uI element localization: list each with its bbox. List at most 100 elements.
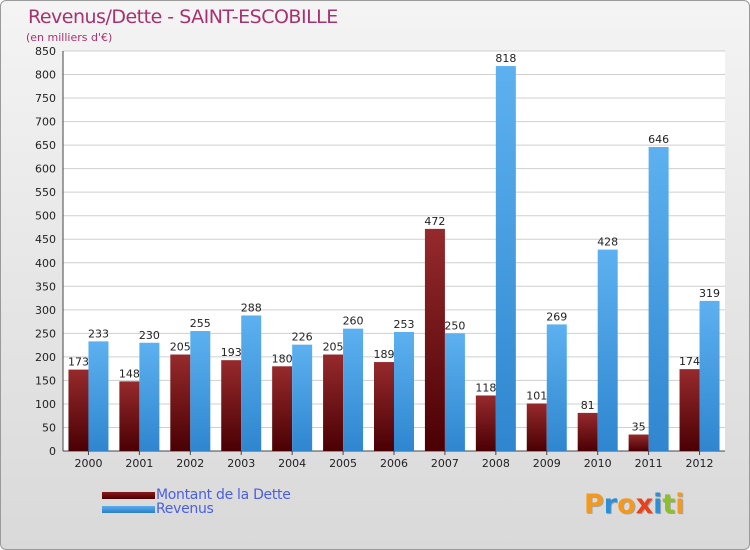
bar-debt bbox=[170, 354, 191, 451]
bar-debt bbox=[272, 366, 293, 451]
logo-letter: o bbox=[617, 489, 636, 520]
data-label-revenue: 253 bbox=[394, 318, 415, 331]
y-tick-label: 400 bbox=[35, 257, 56, 270]
bar-revenue bbox=[444, 333, 465, 451]
y-tick-label: 750 bbox=[35, 92, 56, 105]
y-tick-label: 0 bbox=[49, 445, 56, 458]
bar-debt bbox=[526, 403, 547, 451]
bar-debt bbox=[323, 354, 344, 451]
y-tick-label: 100 bbox=[35, 398, 56, 411]
data-label-debt: 205 bbox=[170, 341, 191, 354]
data-label-debt: 35 bbox=[632, 421, 646, 434]
data-label-revenue: 230 bbox=[139, 329, 160, 342]
y-tick-label: 350 bbox=[35, 280, 56, 293]
y-tick-label: 300 bbox=[35, 304, 56, 317]
data-label-revenue: 260 bbox=[343, 315, 364, 328]
bar-revenue bbox=[546, 324, 567, 451]
chart-title: Revenus/Dette - SAINT-ESCOBILLE bbox=[28, 6, 338, 28]
bar-revenue bbox=[495, 66, 516, 451]
data-label-revenue: 428 bbox=[597, 236, 618, 249]
y-tick-label: 800 bbox=[35, 69, 56, 82]
x-tick-label: 2001 bbox=[125, 457, 153, 470]
legend-item-debt: Montant de la Dette bbox=[102, 487, 291, 503]
bar-debt bbox=[577, 412, 598, 451]
data-label-debt: 173 bbox=[68, 356, 89, 369]
y-tick-label: 650 bbox=[35, 139, 56, 152]
data-label-debt: 189 bbox=[374, 348, 395, 361]
y-tick-label: 150 bbox=[35, 374, 56, 387]
bar-debt bbox=[679, 369, 700, 451]
data-label-revenue: 255 bbox=[190, 317, 211, 330]
bar-revenue bbox=[88, 341, 109, 451]
bar-debt bbox=[68, 369, 89, 451]
legend-label-debt: Montant de la Dette bbox=[156, 487, 291, 503]
data-label-debt: 193 bbox=[221, 346, 242, 359]
legend-swatch-debt bbox=[102, 491, 155, 499]
y-tick-label: 600 bbox=[35, 163, 56, 176]
data-label-revenue: 250 bbox=[444, 319, 465, 332]
data-label-debt: 101 bbox=[526, 389, 547, 402]
bar-debt bbox=[628, 434, 649, 451]
logo-letter: i bbox=[653, 489, 663, 520]
y-tick-label: 550 bbox=[35, 186, 56, 199]
bar-revenue bbox=[699, 300, 720, 451]
data-label-revenue: 233 bbox=[88, 327, 109, 340]
bar-revenue bbox=[648, 147, 669, 451]
bar-revenue bbox=[241, 315, 262, 451]
legend-label-revenue: Revenus bbox=[156, 501, 214, 517]
data-label-debt: 148 bbox=[119, 367, 140, 380]
x-tick-label: 2008 bbox=[482, 457, 510, 470]
data-label-debt: 205 bbox=[323, 341, 344, 354]
logo-letter: P bbox=[584, 489, 604, 520]
bar-debt bbox=[424, 228, 445, 451]
logo-letter: i bbox=[675, 489, 685, 520]
bar-revenue bbox=[190, 331, 211, 451]
data-label-revenue: 288 bbox=[241, 301, 262, 314]
chart-subtitle: (en milliers d'€) bbox=[26, 31, 113, 44]
bar-debt bbox=[374, 362, 394, 451]
data-label-revenue: 818 bbox=[495, 52, 516, 65]
bar-revenue bbox=[343, 328, 364, 451]
data-label-debt: 118 bbox=[475, 381, 496, 394]
y-tick-label: 500 bbox=[35, 210, 56, 223]
x-tick-label: 2012 bbox=[686, 457, 714, 470]
data-label-revenue: 319 bbox=[699, 287, 720, 300]
logo-letter: x bbox=[635, 489, 654, 520]
x-tick-label: 2010 bbox=[584, 457, 612, 470]
data-label-debt: 180 bbox=[272, 352, 293, 365]
x-tick-label: 2006 bbox=[380, 457, 408, 470]
y-tick-label: 200 bbox=[35, 351, 56, 364]
x-tick-label: 2005 bbox=[329, 457, 357, 470]
bar-debt bbox=[475, 395, 496, 451]
bar-revenue bbox=[292, 344, 313, 451]
bar-revenue bbox=[139, 342, 160, 451]
x-tick-label: 2004 bbox=[278, 457, 306, 470]
x-tick-label: 2003 bbox=[227, 457, 255, 470]
legend-swatch-revenue bbox=[102, 505, 155, 513]
y-tick-label: 450 bbox=[35, 233, 56, 246]
bar-debt bbox=[119, 381, 140, 451]
bar-revenue bbox=[597, 249, 618, 451]
y-tick-label: 850 bbox=[35, 45, 56, 58]
data-label-revenue: 646 bbox=[648, 133, 669, 146]
x-tick-label: 2009 bbox=[533, 457, 561, 470]
legend-item-revenue: Revenus bbox=[102, 501, 214, 517]
y-tick-label: 50 bbox=[42, 421, 56, 434]
x-tick-label: 2007 bbox=[431, 457, 459, 470]
data-label-revenue: 269 bbox=[546, 310, 567, 323]
bar-revenue bbox=[394, 331, 414, 451]
data-label-revenue: 226 bbox=[292, 331, 313, 344]
data-label-debt: 174 bbox=[679, 355, 700, 368]
logo-letter: t bbox=[662, 489, 676, 520]
y-tick-label: 250 bbox=[35, 327, 56, 340]
x-tick-label: 2000 bbox=[74, 457, 102, 470]
proxiti-logo: Proxiti bbox=[584, 489, 685, 520]
logo-letter: r bbox=[603, 489, 618, 520]
y-tick-label: 700 bbox=[35, 116, 56, 129]
x-tick-label: 2011 bbox=[635, 457, 663, 470]
bar-debt bbox=[221, 360, 242, 451]
data-label-debt: 472 bbox=[424, 215, 445, 228]
x-tick-label: 2002 bbox=[176, 457, 204, 470]
